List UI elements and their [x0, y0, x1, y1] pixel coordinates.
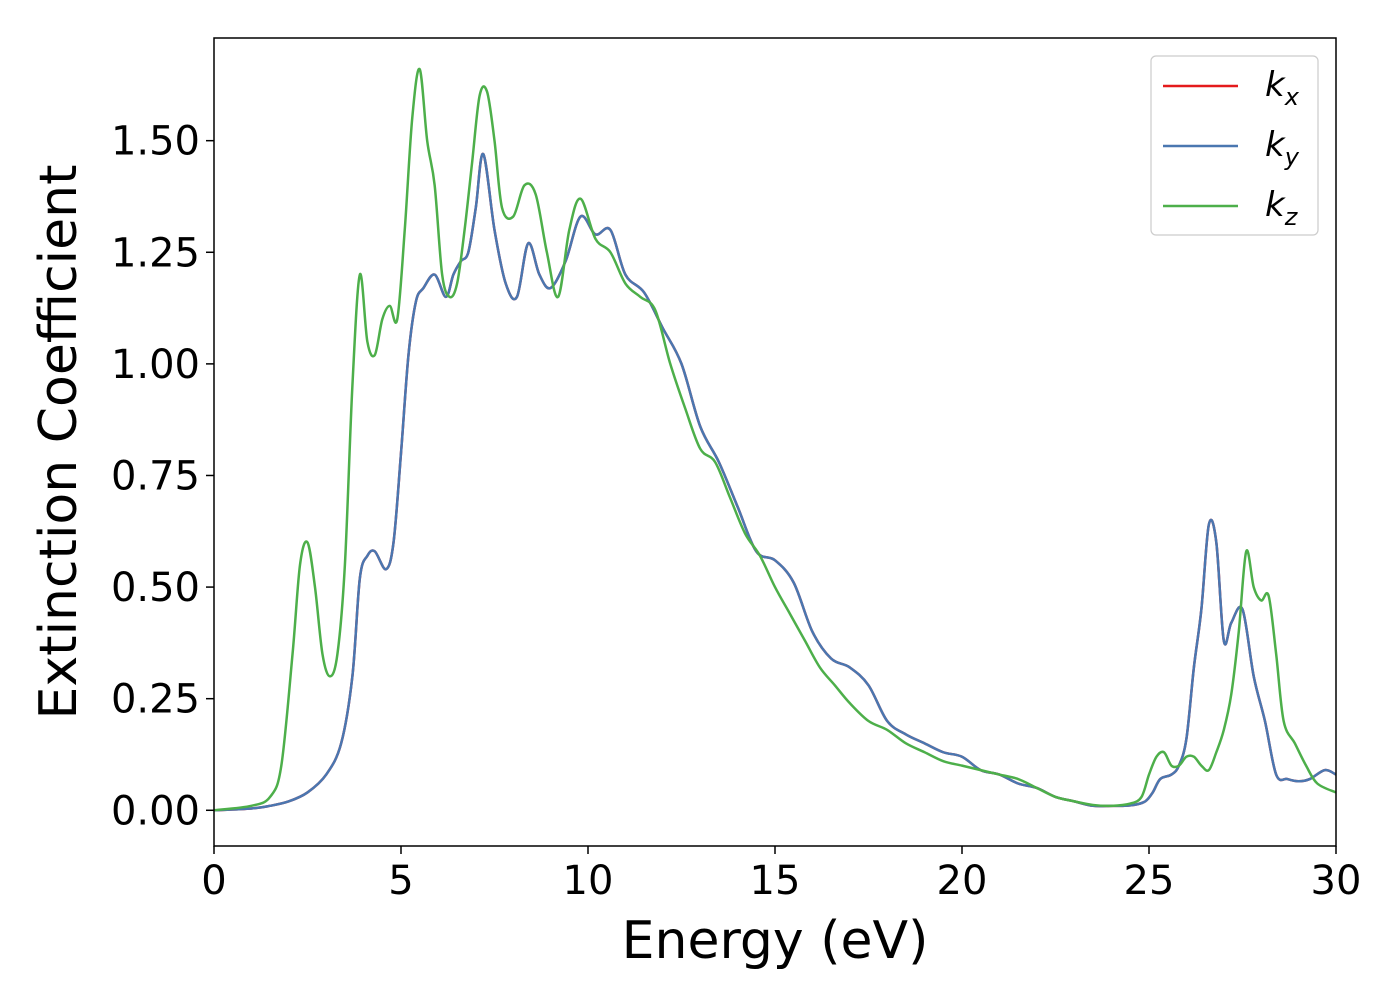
y-tick-label: 0.75 — [111, 453, 200, 499]
legend-label-kz: kz — [1265, 185, 1299, 231]
series-line-ky — [214, 152, 1336, 812]
x-tick-label: 30 — [1311, 858, 1362, 904]
legend-label-base: k — [1265, 125, 1286, 165]
y-axis-title: Extinction Coefficient — [29, 165, 89, 720]
x-axis-ticks: 0 5 10 15 20 25 30 — [201, 846, 1361, 904]
series-line-kz — [214, 67, 1336, 812]
y-tick-label: 0.25 — [111, 677, 200, 723]
x-tick-label: 25 — [1124, 858, 1175, 904]
x-tick-label: 5 — [388, 858, 413, 904]
x-axis-title: Energy (eV) — [622, 911, 929, 971]
series-layer — [214, 67, 1336, 812]
legend-label-ky: ky — [1265, 125, 1300, 171]
legend-label-base: k — [1265, 65, 1286, 105]
y-tick-label: 1.00 — [111, 342, 200, 388]
legend-label-subscript: x — [1284, 83, 1300, 111]
x-tick-label: 20 — [937, 858, 988, 904]
y-tick-label: 0.50 — [111, 565, 200, 611]
legend-label-subscript: y — [1284, 143, 1300, 171]
legend-label-subscript: z — [1284, 203, 1299, 231]
y-tick-label: 1.50 — [111, 119, 200, 165]
x-tick-label: 10 — [563, 858, 614, 904]
y-axis-ticks: 0.00 0.25 0.50 0.75 1.00 1.25 1.50 — [111, 119, 214, 834]
legend-label-base: k — [1265, 185, 1286, 225]
x-tick-label: 0 — [201, 858, 226, 904]
x-tick-label: 15 — [750, 858, 801, 904]
y-tick-label: 0.00 — [111, 788, 200, 834]
legend-label-kx: kx — [1265, 65, 1300, 111]
y-tick-label: 1.25 — [111, 230, 200, 276]
